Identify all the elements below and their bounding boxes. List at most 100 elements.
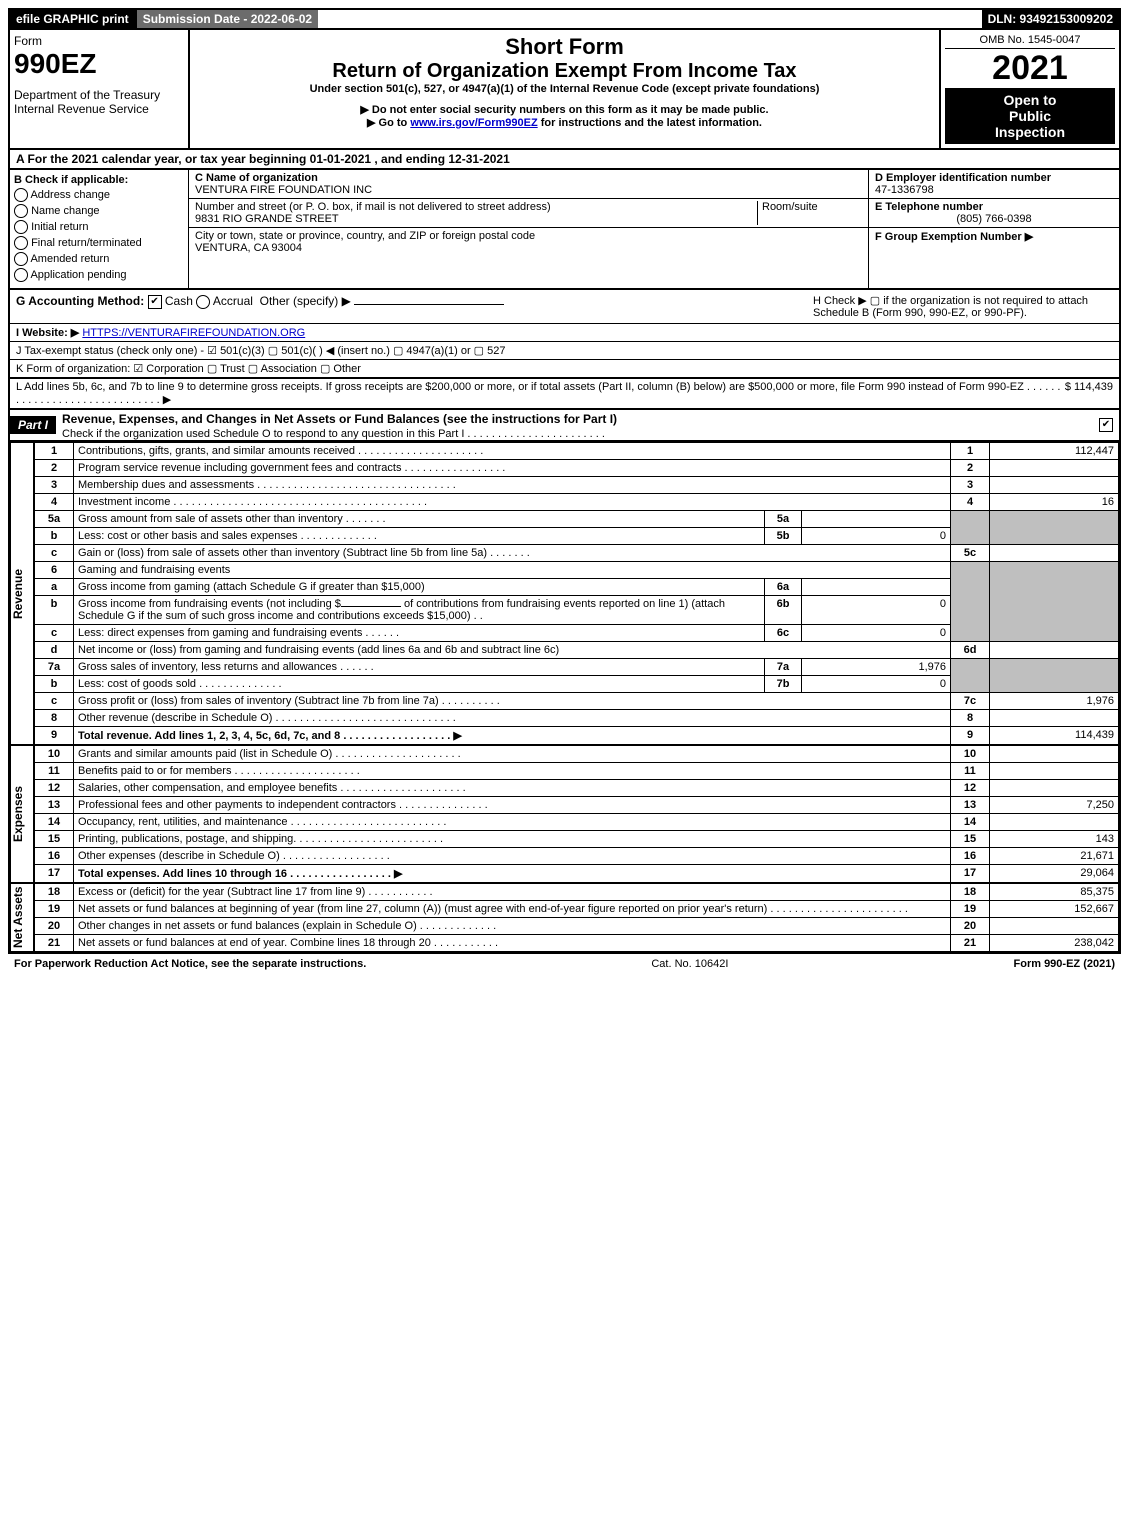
org-name: VENTURA FIRE FOUNDATION INC (195, 184, 862, 196)
title-return: Return of Organization Exempt From Incom… (194, 60, 935, 83)
ein-value: 47-1336798 (875, 184, 1113, 196)
street-value: 9831 RIO GRANDE STREET (195, 213, 757, 225)
column-b: B Check if applicable: Address change Na… (10, 170, 189, 288)
chk-final-return[interactable]: Final return/terminated (14, 236, 184, 250)
line-1: 1Contributions, gifts, grants, and simil… (35, 443, 1119, 460)
subtitle: Under section 501(c), 527, or 4947(a)(1)… (194, 83, 935, 95)
top-bar: efile GRAPHIC print Submission Date - 20… (8, 8, 1121, 30)
row-i-website: I Website: ▶ HTTPS://VENTURAFIREFOUNDATI… (8, 324, 1121, 342)
inspection-box: Open to Public Inspection (945, 88, 1115, 144)
dept-label: Department of the Treasury (14, 88, 184, 102)
note-goto-pre: ▶ Go to (367, 117, 410, 129)
netassets-side-label: Net Assets (10, 883, 34, 952)
header-block: Form 990EZ Department of the Treasury In… (8, 30, 1121, 150)
submission-date: Submission Date - 2022-06-02 (135, 10, 318, 28)
line-16: 16Other expenses (describe in Schedule O… (35, 848, 1119, 865)
expenses-group: Expenses 10Grants and similar amounts pa… (8, 745, 1121, 883)
inspect-1: Open to (949, 92, 1111, 108)
city-value: VENTURA, CA 93004 (195, 242, 862, 254)
g-label: G Accounting Method: (16, 294, 144, 308)
revenue-side-label: Revenue (10, 442, 34, 745)
line-9: 9Total revenue. Add lines 1, 2, 3, 4, 5c… (35, 727, 1119, 745)
line-5a: 5aGross amount from sale of assets other… (35, 511, 1119, 528)
tel-label: E Telephone number (875, 201, 1113, 213)
row-l-amount: $ 114,439 (1065, 381, 1113, 406)
chk-name-change[interactable]: Name change (14, 204, 184, 218)
chk-address-change[interactable]: Address change (14, 188, 184, 202)
row-k-form-org: K Form of organization: ☑ Corporation ▢ … (8, 360, 1121, 379)
line-14: 14Occupancy, rent, utilities, and mainte… (35, 814, 1119, 831)
note-goto: ▶ Go to www.irs.gov/Form990EZ for instru… (194, 116, 935, 129)
tax-year: 2021 (945, 49, 1115, 88)
org-name-label: C Name of organization (195, 172, 862, 184)
chk-cash[interactable]: ✔ (148, 295, 162, 309)
line-18: 18Excess or (deficit) for the year (Subt… (35, 884, 1119, 901)
part1-sched-o-text: Check if the organization used Schedule … (62, 428, 605, 440)
chk-amended-return[interactable]: Amended return (14, 252, 184, 266)
other-label: Other (specify) ▶ (260, 294, 351, 308)
form-number: 990EZ (14, 48, 184, 80)
footer-mid: Cat. No. 10642I (366, 958, 1013, 970)
line-6d: dNet income or (loss) from gaming and fu… (35, 642, 1119, 659)
inspect-2: Public (949, 108, 1111, 124)
chk-initial-return[interactable]: Initial return (14, 220, 184, 234)
chk-accrual[interactable] (196, 295, 210, 309)
footer-left: For Paperwork Reduction Act Notice, see … (14, 958, 366, 970)
line-4: 4Investment income . . . . . . . . . . .… (35, 494, 1119, 511)
line-11: 11Benefits paid to or for members . . . … (35, 763, 1119, 780)
city-label: City or town, state or province, country… (195, 230, 862, 242)
ein-label: D Employer identification number (875, 172, 1113, 184)
form-label: Form (14, 34, 184, 48)
line-2: 2Program service revenue including gover… (35, 460, 1119, 477)
row-j-tax-exempt: J Tax-exempt status (check only one) - ☑… (8, 342, 1121, 360)
line-13: 13Professional fees and other payments t… (35, 797, 1119, 814)
revenue-group: Revenue 1Contributions, gifts, grants, a… (8, 442, 1121, 745)
line-6: 6Gaming and fundraising events (35, 562, 1119, 579)
omb-number: OMB No. 1545-0047 (945, 34, 1115, 49)
column-c: C Name of organization VENTURA FIRE FOUN… (189, 170, 868, 288)
line-10: 10Grants and similar amounts paid (list … (35, 746, 1119, 763)
inspect-3: Inspection (949, 124, 1111, 140)
expenses-side-label: Expenses (10, 745, 34, 883)
line-12: 12Salaries, other compensation, and empl… (35, 780, 1119, 797)
street-label: Number and street (or P. O. box, if mail… (195, 201, 757, 213)
row-l-text: L Add lines 5b, 6c, and 7b to line 9 to … (16, 381, 1065, 406)
footer-right: Form 990-EZ (2021) (1014, 958, 1116, 970)
line-7c: cGross profit or (loss) from sales of in… (35, 693, 1119, 710)
website-link[interactable]: HTTPS://VENTURAFIREFOUNDATION.ORG (82, 327, 305, 339)
row-l: L Add lines 5b, 6c, and 7b to line 9 to … (8, 379, 1121, 410)
part1-header: Part I Revenue, Expenses, and Changes in… (8, 410, 1121, 442)
h-text: H Check ▶ ▢ if the organization is not r… (813, 294, 1113, 319)
page-footer: For Paperwork Reduction Act Notice, see … (8, 954, 1121, 974)
note-ssn: ▶ Do not enter social security numbers o… (194, 103, 935, 116)
net-assets-group: Net Assets 18Excess or (deficit) for the… (8, 883, 1121, 954)
irs-link[interactable]: www.irs.gov/Form990EZ (410, 117, 537, 129)
line-8: 8Other revenue (describe in Schedule O) … (35, 710, 1119, 727)
title-short-form: Short Form (194, 34, 935, 60)
line-19: 19Net assets or fund balances at beginni… (35, 901, 1119, 918)
section-g-h: G Accounting Method: ✔ Cash Accrual Othe… (8, 290, 1121, 324)
col-b-header: B Check if applicable: (14, 174, 184, 186)
line-5c: cGain or (loss) from sale of assets othe… (35, 545, 1119, 562)
section-bcd: B Check if applicable: Address change Na… (8, 170, 1121, 290)
website-label: I Website: ▶ (16, 327, 79, 339)
line-21: 21Net assets or fund balances at end of … (35, 935, 1119, 952)
efile-label[interactable]: efile GRAPHIC print (10, 10, 135, 28)
dln-number: DLN: 93492153009202 (982, 10, 1119, 28)
line-17: 17Total expenses. Add lines 10 through 1… (35, 865, 1119, 883)
irs-label: Internal Revenue Service (14, 102, 184, 116)
chk-application-pending[interactable]: Application pending (14, 268, 184, 282)
tel-value: (805) 766-0398 (875, 213, 1113, 225)
note-goto-post: for instructions and the latest informat… (538, 117, 762, 129)
line-15: 15Printing, publications, postage, and s… (35, 831, 1119, 848)
cash-label: Cash (165, 294, 193, 308)
room-label: Room/suite (758, 201, 862, 225)
part1-title: Revenue, Expenses, and Changes in Net As… (56, 410, 1099, 428)
line-7a: 7aGross sales of inventory, less returns… (35, 659, 1119, 676)
accrual-label: Accrual (213, 294, 253, 308)
chk-schedule-o[interactable]: ✔ (1099, 418, 1113, 432)
row-a-tax-year: A For the 2021 calendar year, or tax yea… (8, 150, 1121, 170)
column-d: D Employer identification number 47-1336… (868, 170, 1119, 288)
line-3: 3Membership dues and assessments . . . .… (35, 477, 1119, 494)
group-exempt-label: F Group Exemption Number ▶ (875, 231, 1033, 243)
